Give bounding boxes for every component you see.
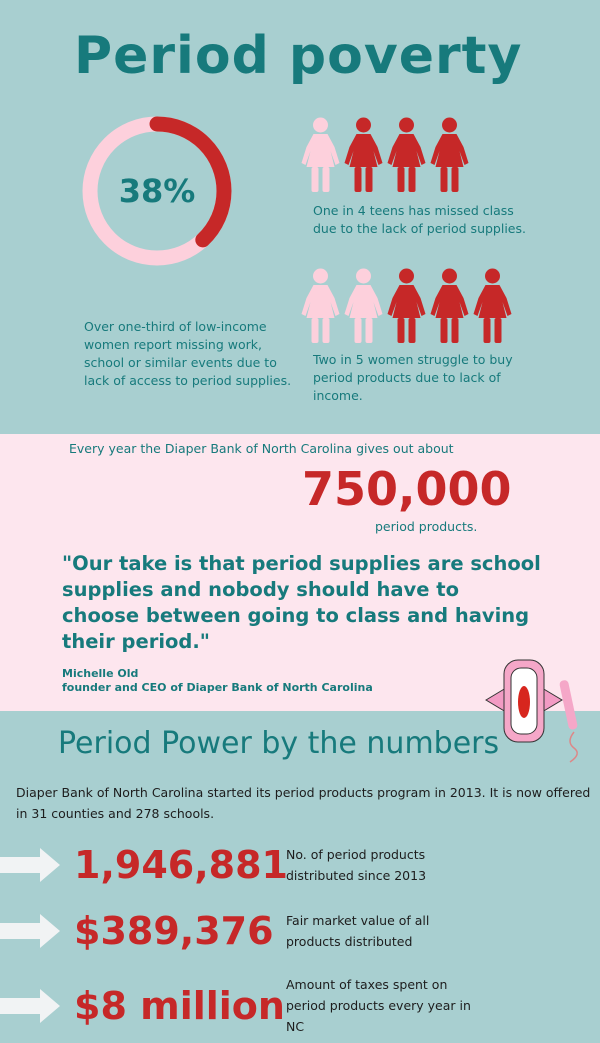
woman-icon-highlighted <box>386 268 427 344</box>
author-name: Michelle Old <box>62 667 139 680</box>
woman-icon-highlighted <box>343 117 384 193</box>
woman-icon <box>343 268 384 344</box>
donut-caption: Over one-third of low-income women repor… <box>84 319 292 388</box>
woman-icon-highlighted <box>429 117 470 193</box>
women-caption: Two in 5 women struggle to buy period pr… <box>313 352 513 403</box>
woman-icon-highlighted <box>429 268 470 344</box>
tampon-icon <box>559 680 578 763</box>
woman-icon-highlighted <box>386 117 427 193</box>
stat-row: $8 million Amount of taxes spent on peri… <box>0 974 486 1037</box>
diaper-bank-intro: Every year the Diaper Bank of North Caro… <box>69 441 454 456</box>
pad-and-tampon-illustration <box>485 659 578 763</box>
woman-icon <box>300 268 341 344</box>
stat-value: $389,376 <box>74 909 274 953</box>
quote-attribution: Michelle Old founder and CEO of Diaper B… <box>62 667 373 695</box>
stat-description: Amount of taxes spent on period products… <box>286 977 471 1034</box>
teens-caption: One in 4 teens has missed class due to t… <box>313 203 526 236</box>
products-unit: period products. <box>375 519 478 534</box>
stat-value: $8 million <box>74 983 285 1028</box>
numbers-intro: Diaper Bank of North Carolina started it… <box>16 785 591 821</box>
diaper-bank-section <box>0 434 600 711</box>
stat-row: $389,376 Fair market value of all produc… <box>0 909 486 953</box>
stat-value: 1,946,881 <box>74 843 288 887</box>
women-pictogram <box>300 268 513 344</box>
woman-icon-highlighted <box>472 268 513 344</box>
teens-pictogram <box>300 117 470 193</box>
woman-icon <box>300 117 341 193</box>
arrow-right-icon <box>0 914 60 948</box>
stat-row: 1,946,881 No. of period products distrib… <box>0 843 486 887</box>
donut-chart <box>82 116 232 266</box>
arrow-right-icon <box>0 988 60 1023</box>
stat-description: No. of period products distributed since… <box>286 847 427 883</box>
pad-icon <box>485 659 563 743</box>
quote: "Our take is that period supplies are sc… <box>62 552 541 653</box>
author-title: founder and CEO of Diaper Bank of North … <box>62 681 373 694</box>
page-title: Period poverty <box>74 26 523 86</box>
arrow-right-icon <box>0 848 60 882</box>
donut-percent-label: 38% <box>118 172 196 210</box>
donut-value-arc <box>82 116 232 266</box>
stat-description: Fair market value of all products distri… <box>286 913 430 949</box>
numbers-heading: Period Power by the numbers <box>58 726 500 761</box>
products-count: 750,000 <box>302 462 512 516</box>
